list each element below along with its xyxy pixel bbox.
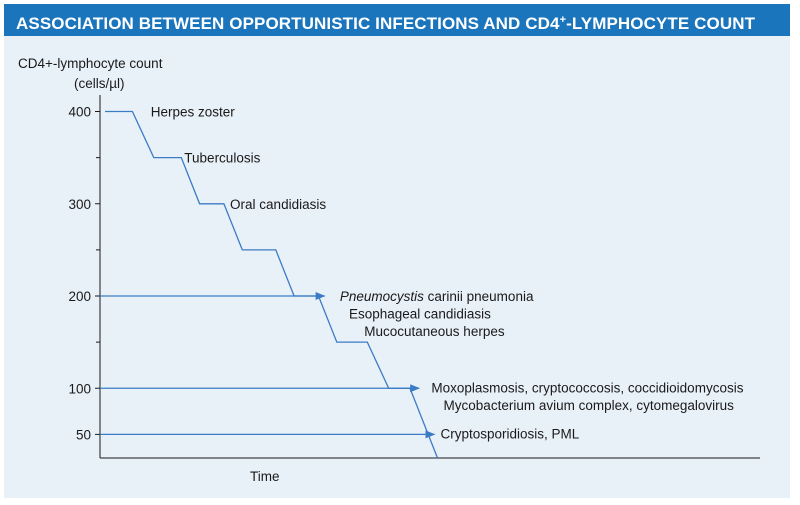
infection-label: Moxoplasmosis, cryptococcosis, coccidioi… bbox=[431, 380, 743, 395]
infection-label-italic: Pneumocystis bbox=[340, 289, 424, 304]
y-tick-label: 300 bbox=[68, 197, 91, 212]
infection-label: Mycobacterium avium complex, cytomegalov… bbox=[444, 398, 735, 413]
title-superscript: + bbox=[559, 14, 567, 26]
y-tick-label: 100 bbox=[68, 381, 91, 396]
infection-label: Tuberculosis bbox=[184, 151, 260, 166]
infection-label: Oral candidiasis bbox=[230, 197, 326, 212]
infection-label: Mucocutaneous herpes bbox=[364, 324, 505, 339]
y-axis-label-line1: CD4+-lymphocyte count bbox=[18, 56, 163, 71]
infection-label: Cryptosporidiosis, PML bbox=[441, 426, 580, 441]
infection-label: Herpes zoster bbox=[151, 105, 236, 120]
infection-label: Esophageal candidiasis bbox=[349, 307, 491, 322]
title-text-main: ASSOCIATION BETWEEN OPPORTUNISTIC INFECT… bbox=[16, 14, 560, 33]
y-tick-label: 400 bbox=[68, 105, 91, 120]
x-axis-label: Time bbox=[250, 469, 280, 484]
y-tick-label: 50 bbox=[76, 427, 91, 442]
y-axis-label-line2: (cells/µl) bbox=[74, 76, 125, 91]
title-text-end: -LYMPHOCYTE COUNT bbox=[566, 14, 756, 33]
chart-title: ASSOCIATION BETWEEN OPPORTUNISTIC INFECT… bbox=[4, 4, 790, 36]
y-tick-label: 200 bbox=[68, 289, 91, 304]
infection-label: Pneumocystis carinii pneumonia bbox=[340, 289, 534, 304]
chart-panel bbox=[4, 4, 790, 498]
cd4-decline-line bbox=[105, 110, 439, 459]
infection-label-rest: carinii pneumonia bbox=[424, 289, 534, 304]
